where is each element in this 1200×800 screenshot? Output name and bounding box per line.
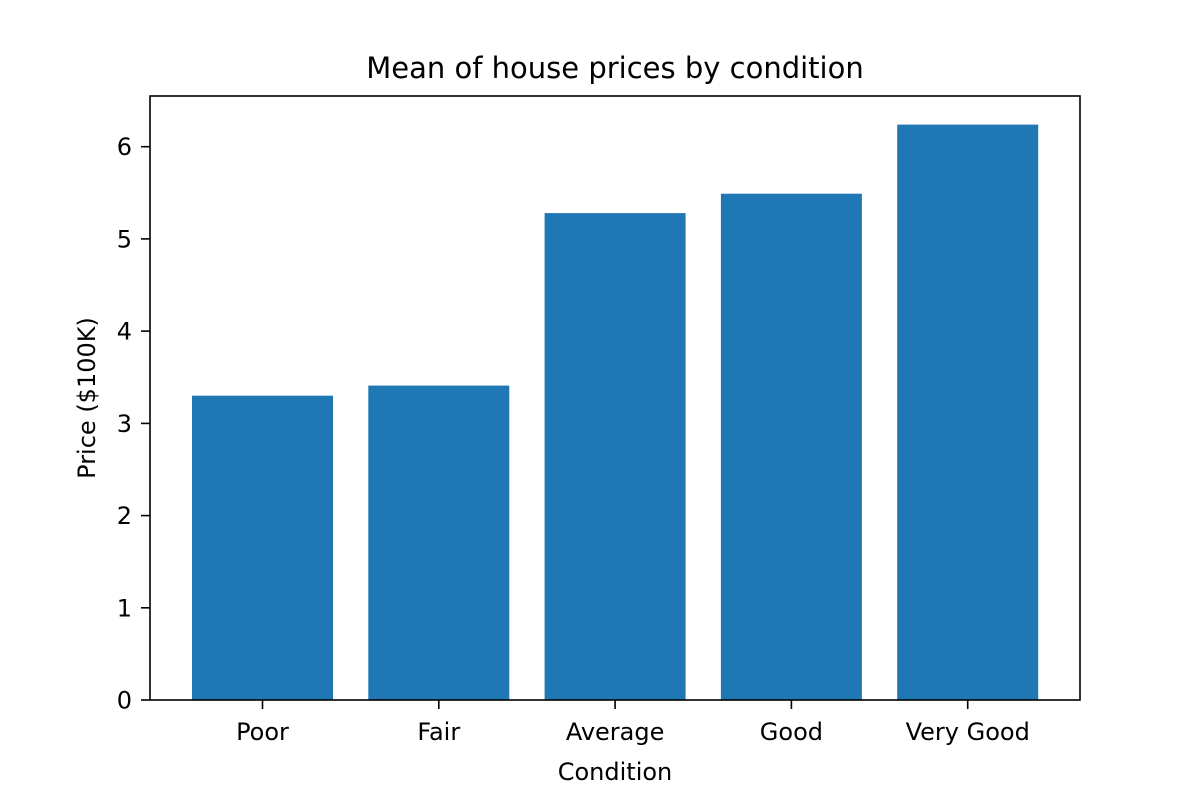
y-tick-label-6: 6 [117, 133, 132, 161]
y-tick-label-3: 3 [117, 410, 132, 438]
bar-poor [192, 395, 333, 700]
bar-average [544, 213, 686, 700]
bar-good [720, 193, 862, 700]
plot-frame [149, 95, 1081, 701]
x-tick-label-average: Average [566, 718, 665, 746]
chart-title: Mean of house prices by condition [366, 51, 863, 85]
bar-fair [368, 385, 510, 700]
x-tick-label-poor: Poor [236, 718, 289, 746]
bars-layer [192, 124, 1039, 701]
bar-very-good [897, 124, 1039, 701]
x-tick-label-good: Good [760, 718, 823, 746]
y-tick-label-4: 4 [117, 318, 132, 346]
x-axis-ticks: Poor Fair Average Good Very Good [236, 700, 1030, 746]
x-tick-label-fair: Fair [417, 718, 460, 746]
y-tick-label-2: 2 [117, 502, 132, 530]
y-tick-label-0: 0 [117, 687, 132, 715]
y-axis-ticks: 0 1 2 3 4 5 6 [117, 133, 150, 715]
y-axis-title: Price ($100K) [73, 317, 101, 479]
x-axis-title: Condition [558, 758, 673, 786]
y-tick-label-5: 5 [117, 225, 132, 253]
x-tick-label-very-good: Very Good [906, 718, 1030, 746]
y-tick-label-1: 1 [117, 594, 132, 622]
